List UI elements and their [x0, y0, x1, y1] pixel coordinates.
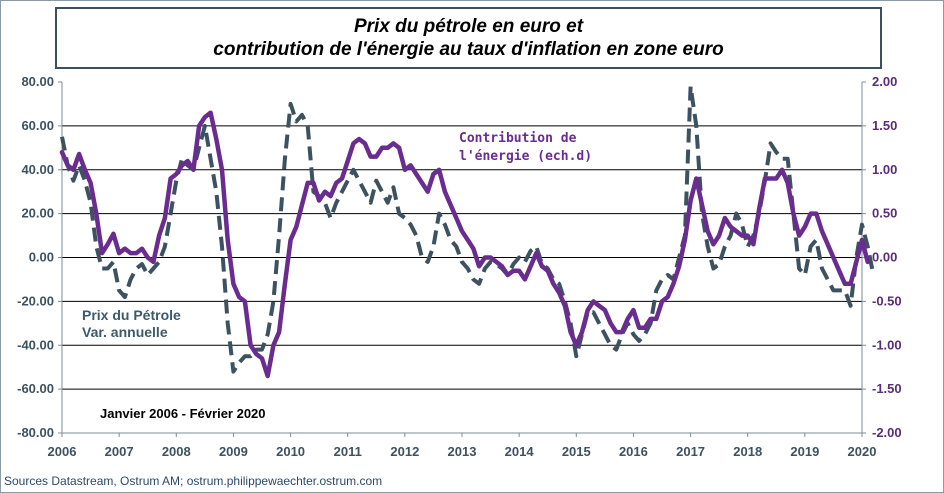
x-tick-label: 2019: [790, 444, 819, 459]
energy-annotation-line-1: Contribution de: [459, 131, 577, 146]
y-left-tick-label: 20.00: [21, 206, 54, 221]
x-tick-label: 2014: [505, 444, 535, 459]
x-tick-label: 2017: [676, 444, 705, 459]
series-oil-price-line: [60, 84, 876, 374]
x-tick-label: 2018: [733, 444, 762, 459]
y-left-tick-label: 0.00: [29, 250, 54, 265]
x-tick-label: 2006: [48, 444, 77, 459]
y-right-tick-label: 0.00: [872, 250, 897, 265]
energy-annotation-line-2: l'énergie (ech.d): [459, 149, 592, 164]
x-tick-label: 2009: [219, 444, 248, 459]
x-tick-label: 2020: [848, 444, 877, 459]
title-line-2: contribution de l'énergie au taux d'infl…: [213, 39, 724, 60]
x-tick-label: 2015: [562, 444, 591, 459]
y-left-tick-label: -80.00: [17, 425, 54, 440]
y-right-tick-label: -1.00: [872, 337, 902, 352]
y-right-tick-label: 1.00: [872, 162, 897, 177]
x-tick-label: 2007: [105, 444, 134, 459]
x-tick-label: 2008: [162, 444, 191, 459]
y-left-tick-label: -40.00: [17, 337, 54, 352]
y-left-tick-label: 80.00: [21, 74, 54, 89]
y-right-tick-label: 0.50: [872, 206, 897, 221]
oil-annotation-line-1: Prix du Pétrole: [82, 307, 181, 323]
y-right-tick-label: 1.50: [872, 118, 897, 133]
x-tick-label: 2012: [390, 444, 419, 459]
series-lines: [59, 84, 876, 379]
x-tick-label: 2010: [276, 444, 305, 459]
y-left-tick-label: -20.00: [17, 293, 54, 308]
series-energy-contribution-line: [59, 110, 870, 379]
y-left-tick-label: -60.00: [17, 381, 54, 396]
y-left-tick-label: 60.00: [21, 118, 54, 133]
title-box: Prix du pétrole en euro et contribution …: [55, 7, 882, 69]
oil-annotation-line-2: Var. annuelle: [82, 324, 168, 340]
tick-labels: 80.00 60.00 40.00 20.00 0.00 -20.00 -40.00 -60.…: [17, 74, 902, 459]
y-left-tick-label: 40.00: [21, 162, 54, 177]
x-tick-label: 2016: [619, 444, 648, 459]
period-annotation: Janvier 2006 - Février 2020: [100, 406, 266, 421]
x-tick-label: 2013: [448, 444, 477, 459]
source-note: Sources Datastream, Ostrum AM; ostrum.ph…: [4, 474, 383, 488]
y-right-tick-label: -1.50: [872, 381, 902, 396]
y-right-tick-label: 2.00: [872, 74, 897, 89]
annotations: Contribution de l'énergie (ech.d) Prix d…: [82, 131, 592, 421]
y-right-tick-label: -2.00: [872, 425, 902, 440]
x-tick-label: 2011: [334, 444, 362, 459]
y-right-tick-label: -0.50: [872, 293, 902, 308]
title-line-1: Prix du pétrole en euro et: [353, 16, 584, 37]
